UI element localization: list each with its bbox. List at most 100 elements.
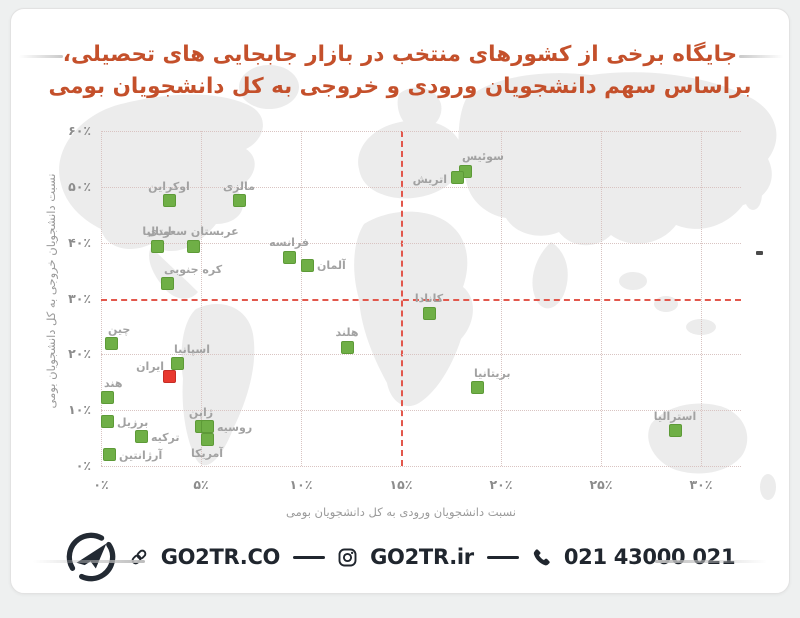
map-new-zealand (760, 474, 776, 500)
y-tick-label: ۲۰٪ (68, 346, 91, 362)
map-asia (458, 72, 777, 246)
marker-brazil (100, 415, 114, 429)
marker-netherlands (340, 340, 354, 354)
map-scandinavia (397, 87, 442, 131)
country-label-usa: آمریکا (190, 447, 224, 461)
x-tick-label: ۲۵٪ (589, 477, 613, 492)
marker-china (104, 337, 118, 351)
infographic-card: جایگاه برخی از کشورهای منتخب در بازار جا… (10, 8, 790, 594)
footer-right-line (655, 560, 767, 563)
go2tr-logo (66, 532, 116, 582)
country-label-netherlands: هلند (335, 326, 359, 340)
reference-line-horizontal (101, 298, 741, 301)
grid-hline (101, 466, 741, 467)
map-japan (744, 178, 762, 210)
map-australia (648, 403, 748, 474)
marker-austria (450, 170, 464, 184)
country-label-australia: استرالیا (653, 409, 697, 423)
y-tick-label: ۳۰٪ (68, 290, 91, 306)
map-india (532, 242, 568, 309)
map-central-america (149, 247, 198, 299)
country-label-brazil: برزیل (117, 415, 149, 429)
marker-saudi-arabia (186, 239, 200, 253)
x-tick-label: ۲۰٪ (489, 477, 513, 492)
x-tick-label: ۳۰٪ (689, 477, 713, 492)
marker-australia (668, 424, 682, 438)
x-tick-label: ۱۵٪ (389, 477, 413, 492)
map-north-america (59, 94, 263, 252)
y-tick-label: ۴۰٪ (68, 234, 91, 250)
country-label-turkey: ترکیه (151, 430, 180, 444)
marker-iran (162, 369, 176, 383)
marker-canada (422, 306, 436, 320)
marker-india (100, 391, 114, 405)
country-label-japan: ژاپن (188, 405, 214, 419)
map-europe (358, 120, 464, 199)
marker-turkey (134, 430, 148, 444)
title-right-dash (739, 55, 783, 58)
link-icon (131, 549, 147, 565)
stray-dot (756, 251, 763, 255)
footer-contact-bar: GO2TR.CO GO2TR.ir 021 43000 021 (11, 527, 789, 587)
country-label-switzerland: سوئیس (462, 150, 504, 164)
country-label-germany: آلمان (317, 259, 346, 272)
x-tick-label: ۱۰٪ (289, 477, 313, 492)
country-label-china: چین (108, 322, 131, 336)
country-label-canada: کانادا (414, 292, 444, 306)
footer-left-line (33, 560, 145, 563)
marker-argentina (102, 448, 116, 462)
country-label-malaysia: مالزی (223, 179, 255, 193)
country-label-ukraine: اوکراین (148, 179, 190, 193)
marker-germany (300, 258, 314, 272)
x-tick-label: ۵٪ (193, 477, 209, 492)
x-axis-title: نسبت دانشجویان ورودی به کل دانشجویان بوم… (286, 505, 516, 519)
title-left-dash (19, 55, 63, 58)
map-greenland (239, 65, 299, 109)
country-label-iran: ایران (136, 360, 164, 374)
country-label-france: فرانسه (269, 236, 309, 250)
country-label-britain: بریتانیا (474, 366, 511, 380)
marker-france (282, 250, 296, 264)
country-label-india: هند (104, 376, 123, 390)
country-label-russia: روسیه (217, 420, 253, 434)
country-label-austria: اتریش (412, 173, 447, 187)
world-map-background (59, 65, 777, 500)
phone-number[interactable]: 021 43000 021 (563, 545, 736, 569)
country-label-argentina: آرژانتین (119, 448, 163, 462)
chart-title-line2: براساس سهم دانشجویان ورودی و خروجی به کل… (48, 74, 752, 99)
chart-title: جایگاه برخی از کشورهای منتخب در بازار جا… (11, 39, 789, 103)
footer-separator (486, 555, 519, 559)
website-link[interactable]: GO2TR.CO (160, 545, 281, 569)
marker-britain (470, 381, 484, 395)
footer-separator (293, 555, 326, 559)
y-tick-label: ۰٪ (75, 458, 91, 473)
map-africa (354, 211, 473, 407)
instagram-handle[interactable]: GO2TR.ir (370, 545, 474, 569)
phone-icon (533, 548, 550, 565)
chart-title-line1: جایگاه برخی از کشورهای منتخب در بازار جا… (62, 42, 738, 67)
marker-ukraine (162, 194, 176, 208)
y-tick-label: ۶۰٪ (68, 123, 91, 138)
country-label-italy: ایتالیا (142, 225, 172, 239)
grid-hline (101, 354, 741, 356)
country-label-saudi-arabia: عربستان سعودی (147, 225, 239, 239)
y-tick-label: ۵۰٪ (68, 178, 91, 194)
marker-italy (150, 239, 164, 253)
grid-hline (101, 410, 741, 412)
map-south-america (181, 303, 255, 466)
country-label-south-korea: کره جنوبی (164, 262, 223, 276)
map-sea-1 (619, 272, 647, 290)
marker-usa (200, 432, 214, 446)
marker-russia (200, 420, 214, 434)
marker-south-korea (160, 277, 174, 291)
x-tick-label: ۰٪ (93, 477, 109, 492)
marker-malaysia (232, 194, 246, 208)
y-tick-label: ۱۰٪ (68, 402, 91, 418)
grid-hline (101, 186, 741, 188)
marker-spain (170, 357, 184, 371)
instagram-icon (338, 548, 357, 566)
grid-hline (101, 131, 741, 132)
grid-hline (101, 242, 741, 244)
country-label-spain: اسپانیا (174, 342, 210, 356)
